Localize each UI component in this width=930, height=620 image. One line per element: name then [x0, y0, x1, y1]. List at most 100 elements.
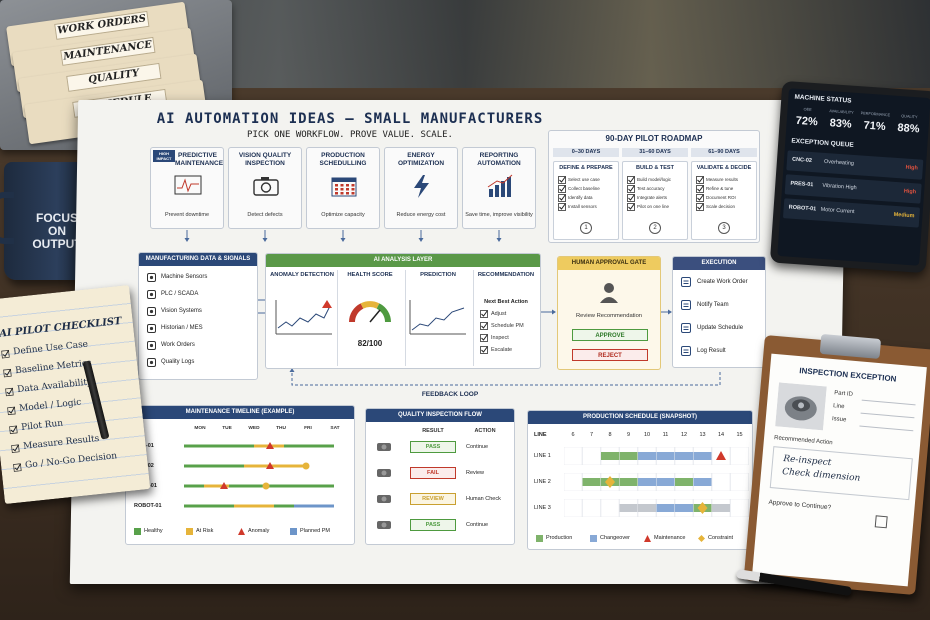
icon-shape	[628, 176, 635, 183]
icon-shape	[697, 502, 708, 514]
step-check	[696, 203, 704, 211]
icon-shape	[558, 176, 566, 184]
roadmap-step: Scale decision	[706, 204, 736, 209]
signal-item: PLC / SCADA	[161, 291, 199, 297]
action-check	[480, 334, 488, 342]
icon-shape	[675, 504, 693, 512]
icon-shape	[604, 283, 614, 293]
day-label: SAT	[330, 426, 340, 431]
queue-priority: High	[905, 164, 918, 172]
icon-shape	[696, 176, 704, 184]
mug-handle	[0, 192, 14, 244]
section-header: PRODUCTION SCHEDULE (SNAPSHOT)	[528, 411, 752, 424]
field-label: Issue	[831, 416, 847, 424]
roadmap-step: Identify data	[568, 195, 593, 200]
icon-shape	[696, 203, 704, 211]
metric-value: 83%	[829, 117, 853, 131]
schedule-row	[564, 473, 749, 491]
icon-shape	[600, 499, 620, 517]
icon-shape	[149, 326, 154, 331]
legend-label: Changeover	[600, 535, 630, 541]
field-line	[859, 425, 914, 432]
quality-action: Review	[466, 470, 485, 476]
idea-badge: HIGH IMPACT	[153, 150, 175, 162]
icon-shape	[376, 303, 391, 323]
icon-shape	[675, 478, 693, 486]
checklist-box	[7, 406, 16, 416]
checklist-item: Model / Logic	[18, 397, 82, 415]
signal-icon	[147, 290, 156, 299]
hour-label: 14	[717, 432, 725, 438]
health-gauge	[349, 301, 391, 323]
idea-caption: Detect defects	[247, 212, 283, 218]
icon-shape	[730, 447, 749, 465]
execution: EXECUTION Create Work Order Notify Team Upd…	[672, 256, 766, 368]
section-header: MAINTENANCE TIMELINE (EXAMPLE)	[126, 406, 354, 419]
idea-card: PREDICTIVE MAINTENANCE Prevent downtime HI…	[150, 147, 224, 229]
legend-label: Production	[546, 535, 573, 541]
part-photo	[775, 382, 827, 431]
icon-shape	[696, 185, 704, 193]
legend-label: Healthy	[144, 528, 163, 534]
icon-shape	[340, 188, 344, 191]
reject-button: REJECT	[572, 349, 648, 361]
idea-caption: Reduce energy cost	[396, 212, 446, 218]
icon-shape	[480, 310, 488, 318]
idea-icon	[253, 177, 279, 196]
signal-item: Historian / MES	[161, 325, 203, 331]
roadmap-number: 2	[649, 222, 661, 234]
feedback-loop-label: FEEDBACK LOOP	[421, 391, 479, 398]
icon-shape	[220, 482, 228, 489]
icon-shape	[186, 528, 193, 535]
execution-icon	[681, 300, 691, 310]
hour-label: 7	[589, 432, 594, 438]
quality-flow: QUALITY INSPECTION FLOW RESULT ACTION PASS C…	[365, 408, 515, 545]
step-check	[696, 185, 704, 193]
icon-shape	[322, 300, 332, 308]
checklist-title: AI PILOT CHECKLIST	[0, 315, 123, 340]
icon-shape	[481, 346, 488, 353]
icon-shape	[277, 305, 331, 329]
idea-title: REPORTING AUTOMATION	[477, 152, 521, 167]
roadmap-step: Build model/logic	[637, 177, 672, 182]
icon-shape	[149, 343, 154, 348]
icon-shape	[261, 177, 269, 180]
part-icon	[377, 443, 391, 451]
column-divider	[337, 270, 338, 366]
roadmap-number: 1	[580, 222, 592, 234]
roadmap-step: Pilot on one line	[637, 204, 670, 209]
part-icon	[377, 469, 391, 477]
legend-label: Maintenance	[654, 535, 686, 541]
icon-shape	[480, 334, 488, 342]
idea-title: PREDICTIVE MAINTENANCE	[175, 152, 224, 167]
step-check	[558, 176, 566, 184]
icon-shape	[481, 310, 488, 317]
icon-shape	[681, 277, 691, 287]
icon-shape	[681, 323, 691, 333]
checklist-notebook: AI PILOT CHECKLIST Define Use Case Baselin…	[0, 284, 151, 505]
roadmap-step: Collect baseline	[568, 186, 600, 191]
analysis-column-title: HEALTH SCORE	[347, 272, 393, 278]
quality-action: Continue	[466, 444, 489, 450]
legend-label: Planned PM	[300, 528, 330, 534]
legend-swatch	[536, 535, 543, 542]
action-box: Re-inspect Check dimension	[769, 446, 913, 501]
icon-shape	[697, 194, 704, 201]
quality-header: ACTION	[474, 428, 496, 434]
icon-shape	[332, 178, 356, 182]
icon-shape	[564, 499, 583, 517]
icon-shape	[480, 346, 488, 354]
hour-label: 10	[643, 432, 651, 438]
icon-shape	[481, 334, 488, 341]
icon-shape	[627, 176, 635, 184]
icon-shape	[335, 192, 338, 195]
icon-shape	[6, 387, 13, 395]
tablet: MACHINE STATUS OEE 72% AVAILABILITY 83% PERFO…	[769, 80, 930, 274]
person-icon	[600, 283, 618, 303]
legend-swatch	[186, 528, 193, 535]
idea-caption: Prevent downtime	[164, 212, 210, 218]
maintenance-timeline: MAINTENANCE TIMELINE (EXAMPLE) MON TUE WED T…	[125, 405, 355, 545]
icon-shape	[335, 188, 338, 191]
legend-label: At Risk	[196, 528, 214, 534]
column-divider	[473, 270, 474, 366]
